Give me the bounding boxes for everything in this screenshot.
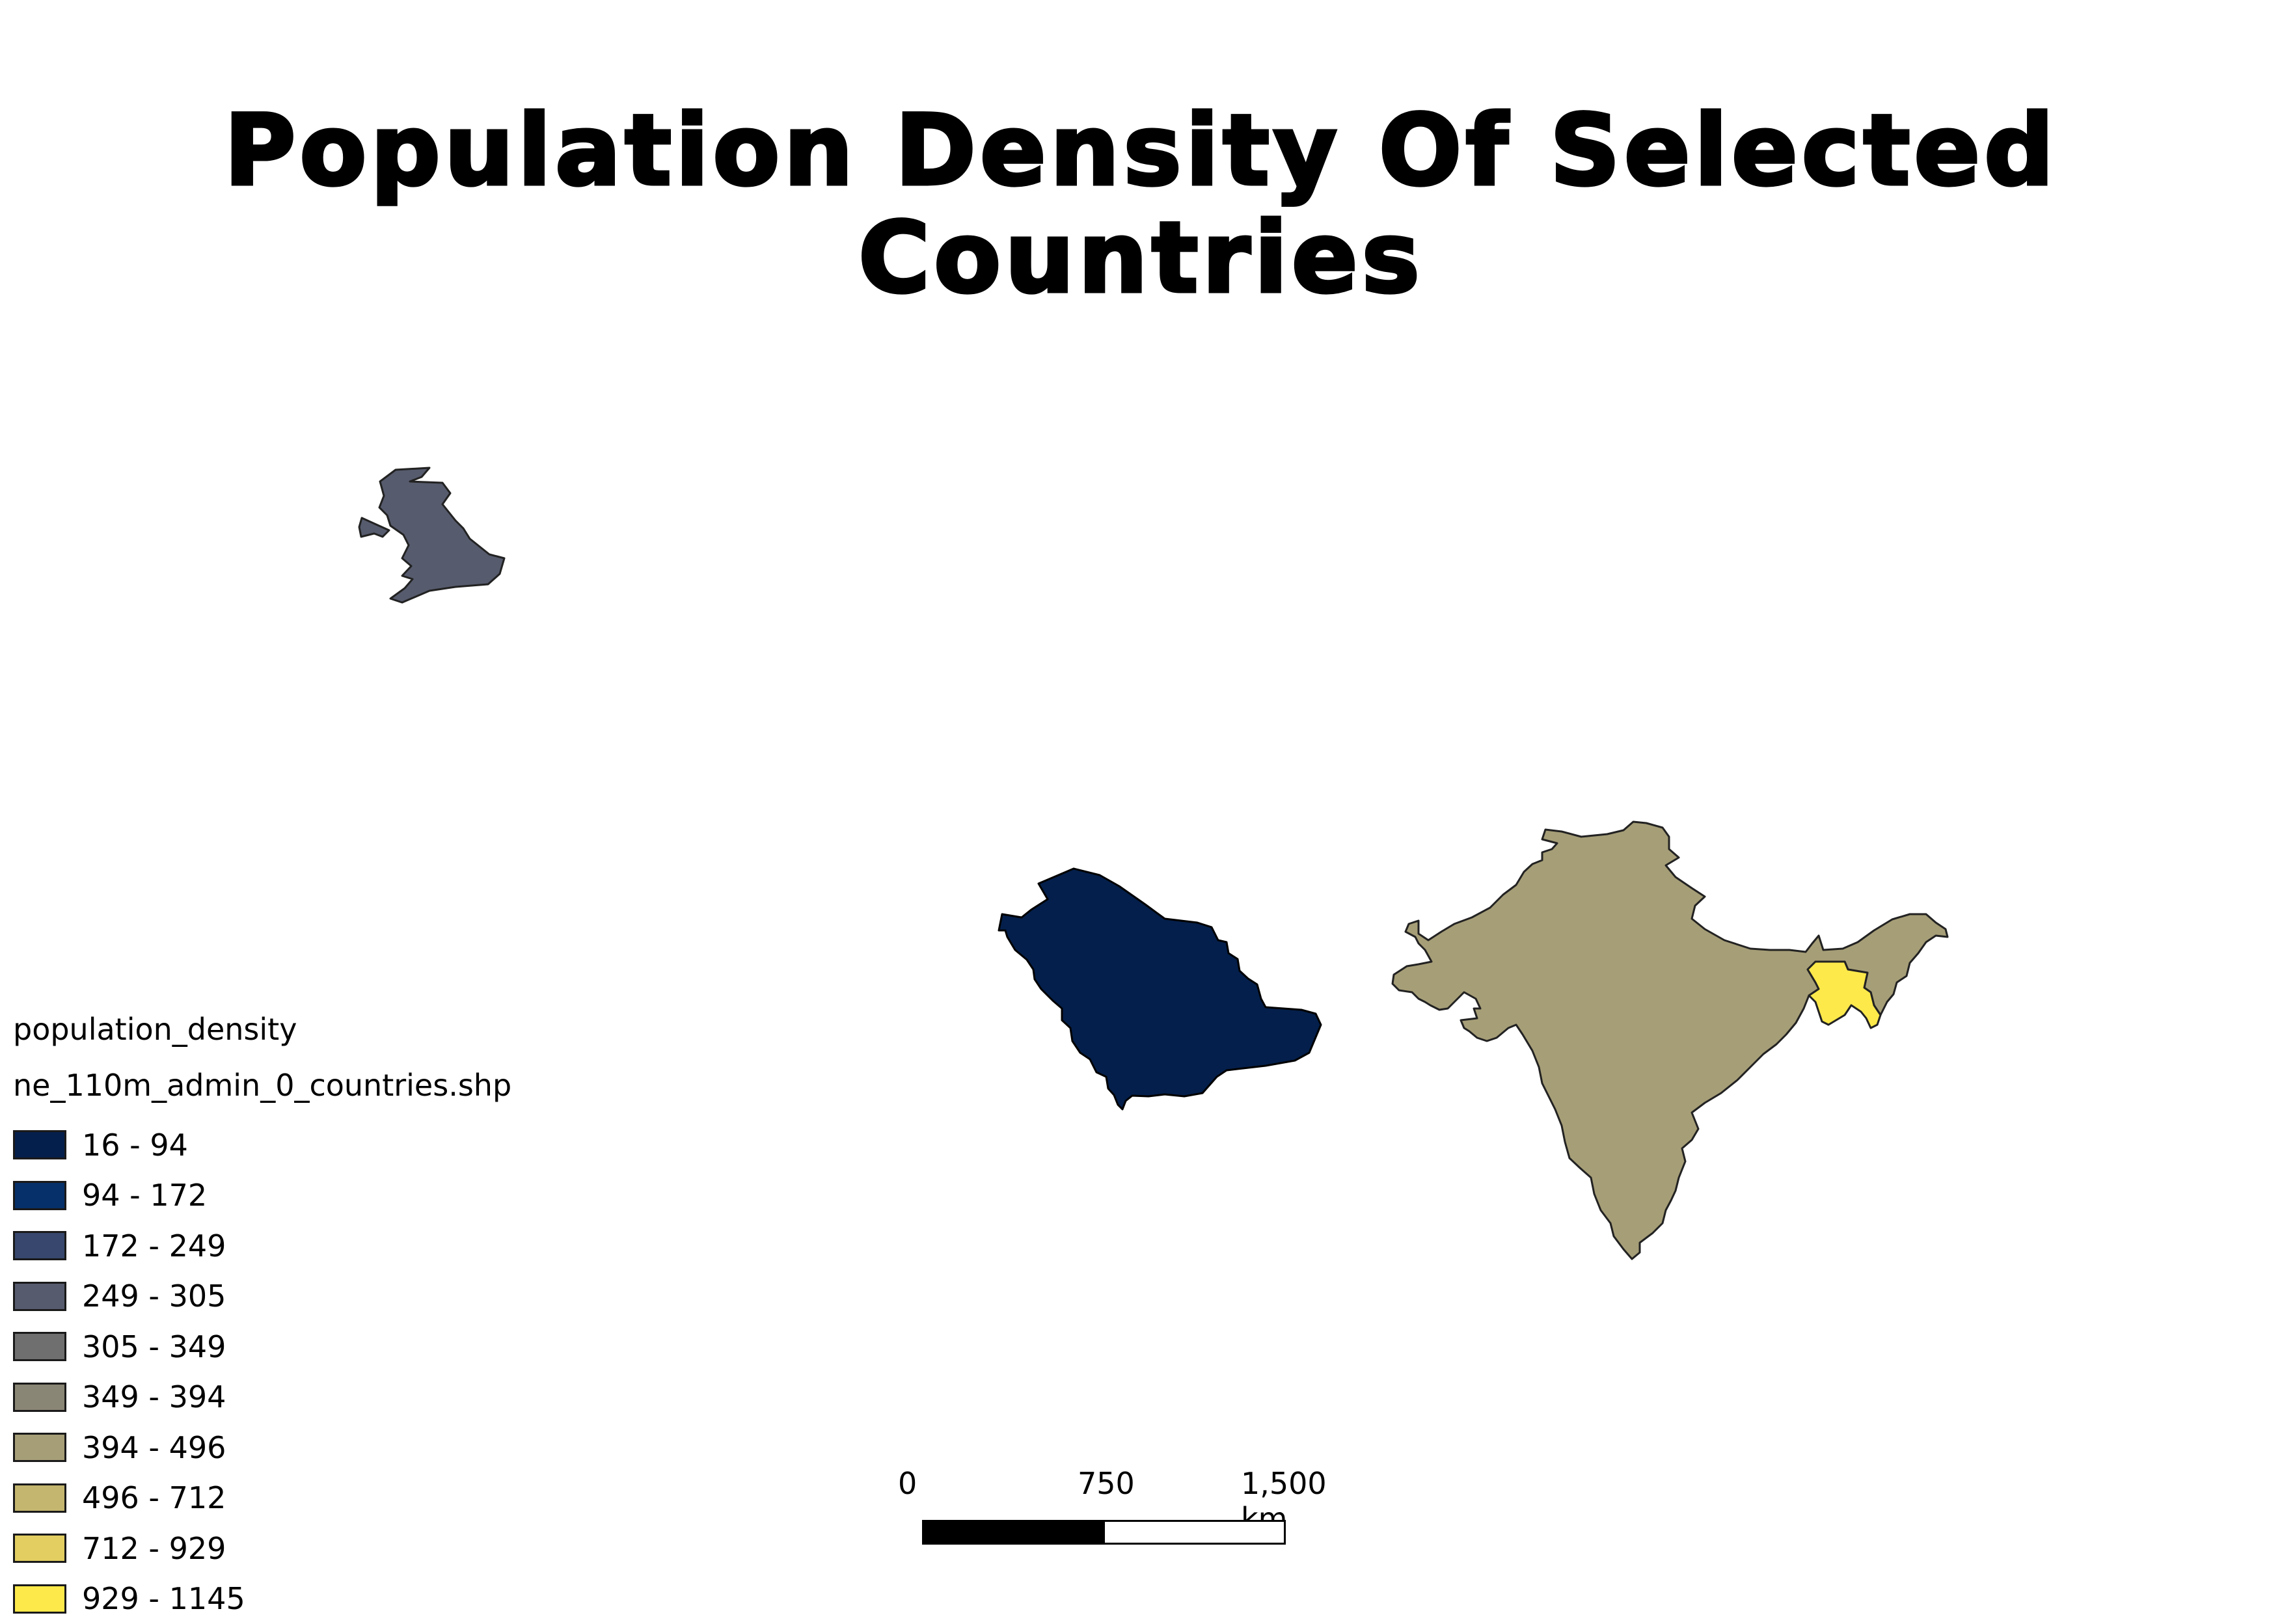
legend-swatch: [13, 1130, 66, 1159]
country-india: [1392, 822, 1948, 1259]
legend-item: 394 - 496: [13, 1422, 547, 1473]
india-shape: [1392, 822, 1948, 1259]
scale-label-750: 750: [1078, 1466, 1135, 1501]
legend-swatch: [13, 1332, 66, 1361]
legend-item: 172 - 249: [13, 1221, 547, 1271]
scale-segment-black: [922, 1520, 1105, 1545]
legend-label: 929 - 1145: [82, 1581, 245, 1616]
legend-label: 172 - 249: [82, 1228, 226, 1264]
legend-swatch: [13, 1433, 66, 1462]
legend-swatch: [13, 1483, 66, 1513]
country-united-kingdom: [359, 468, 504, 602]
scale-label-0: 0: [898, 1466, 917, 1501]
legend-item: 496 - 712: [13, 1473, 547, 1524]
legend-label: 349 - 394: [82, 1379, 226, 1414]
legend-swatch: [13, 1282, 66, 1311]
saudi-arabia-shape: [999, 869, 1321, 1109]
legend-swatch: [13, 1231, 66, 1260]
legend-item: 94 - 172: [13, 1171, 547, 1221]
legend-swatch: [13, 1584, 66, 1614]
ireland-shape: [359, 518, 389, 537]
legend-item: 349 - 394: [13, 1372, 547, 1423]
legend-item: 929 - 1145: [13, 1574, 547, 1624]
scale-bar: 0 750 1,500 km: [898, 1461, 1366, 1552]
legend-swatch: [13, 1181, 66, 1210]
legend-label: 249 - 305: [82, 1279, 226, 1314]
legend-label: 496 - 712: [82, 1480, 226, 1515]
legend: population_density ne_110m_admin_0_count…: [13, 1012, 547, 1624]
legend-item: 712 - 929: [13, 1523, 547, 1574]
legend-label: 16 - 94: [82, 1128, 188, 1163]
legend-label: 305 - 349: [82, 1329, 226, 1364]
legend-item: 305 - 349: [13, 1321, 547, 1372]
legend-item: 16 - 94: [13, 1120, 547, 1171]
legend-label: 94 - 172: [82, 1178, 207, 1213]
legend-layer-name: ne_110m_admin_0_countries.shp: [13, 1068, 547, 1120]
legend-label: 712 - 929: [82, 1531, 226, 1566]
legend-title: population_density: [13, 1012, 547, 1068]
country-saudi-arabia: [999, 869, 1321, 1109]
legend-items: 16 - 94 94 - 172 172 - 249 249 - 305 305 - 3…: [13, 1120, 547, 1624]
legend-swatch: [13, 1534, 66, 1563]
legend-swatch: [13, 1383, 66, 1412]
scale-segment-white: [1103, 1520, 1286, 1545]
legend-label: 394 - 496: [82, 1430, 226, 1465]
legend-item: 249 - 305: [13, 1271, 547, 1322]
great-britain-shape: [379, 468, 504, 602]
